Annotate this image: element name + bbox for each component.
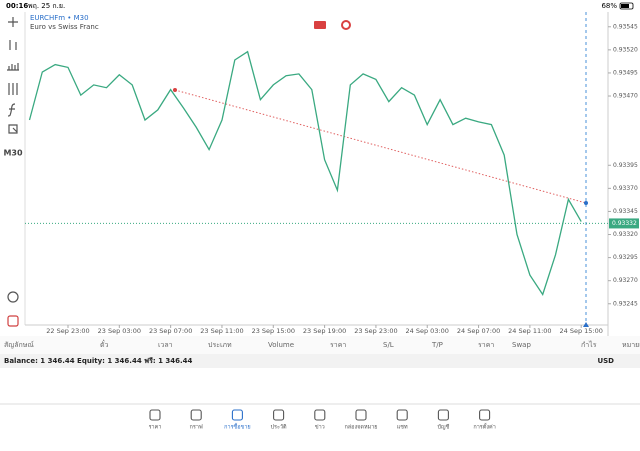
column-header: S/L [383,341,394,349]
x-tick-label: 24 Sep 15:00 [560,327,603,335]
plot: 0.93545 0.93520 0.93495 0.93470 0.93395 0.933… [25,23,639,335]
y-tick-label: 0.93345 [613,208,638,215]
table-header: สัญลักษณ์ ตั๋ว เวลา ประเภท Volume ราคา S/L T/P ร… [4,340,640,349]
y-tick-label: 0.93470 [613,93,638,100]
column-header: ราคา [330,341,346,349]
nav-icon[interactable] [314,409,326,421]
current-price-label: 0.93332 [612,220,637,227]
x-tick-label: 23 Sep 07:00 [149,327,192,335]
nav-label[interactable]: การซื้อขาย [224,423,250,431]
vertical-line-marker[interactable] [583,322,589,327]
column-header: ประเภท [208,341,232,349]
column-header: Swap [512,341,531,349]
battery-level [621,4,629,8]
nav-icon[interactable] [355,409,367,421]
y-tick-label: 0.93370 [613,185,638,192]
timeframe-button[interactable]: M30 [3,149,23,158]
nav-icon[interactable] [190,409,202,421]
column-header: สัญลักษณ์ [4,341,34,349]
nav-label[interactable]: ข่าว [315,425,325,431]
x-tick-label: 22 Sep 23:00 [46,327,89,335]
function-tool[interactable] [7,103,16,117]
nav-label[interactable]: ประวัติ [271,424,287,431]
nav-label[interactable]: กราฟ [190,424,203,431]
x-tick-label: 23 Sep 23:00 [354,327,397,335]
column-header: T/P [431,341,443,349]
nav-icon[interactable] [437,409,449,421]
nav-icon[interactable] [396,409,408,421]
trend-line-anchor[interactable] [173,88,177,92]
column-header: ราคา [478,341,494,349]
trend-line[interactable] [174,89,587,204]
column-header: กำไร [581,340,597,349]
symbol-label: EURCHFm • M30 [30,14,89,22]
column-header: เวลา [158,341,173,349]
status-time: 00:16 [6,2,28,10]
nav-icon[interactable] [479,409,491,421]
column-header: ตั๋ว [100,340,109,349]
vertical-line-anchor[interactable] [584,201,588,205]
y-tick-label: 0.93395 [613,162,638,169]
y-tick-label: 0.93520 [613,46,638,53]
y-tick-label: 0.93295 [613,254,638,261]
table-header-bg [0,336,640,354]
current-price-box [609,218,639,229]
nav-label[interactable]: บัญชี [437,424,449,431]
nav-label[interactable]: ราคา [149,425,162,431]
x-tick-label: 23 Sep 11:00 [200,327,243,335]
crosshair-tool[interactable] [8,17,18,27]
nav-label[interactable]: การตั้งค่า [473,423,495,431]
bottom-nav: ราคา กราฟ การซื้อขาย ประวัติ ข่าว กล่องจดหมาย… [149,409,496,431]
trade-buy-button[interactable] [314,21,326,29]
column-header: หมายเหตุ [622,341,640,349]
status-date: พฤ. 25 ก.ย. [28,2,65,10]
x-tick-label: 24 Sep 03:00 [406,327,449,335]
nav-label[interactable]: แชท [397,424,408,431]
settings-tool[interactable] [8,83,18,95]
nav-label[interactable]: กล่องจดหมาย [344,425,377,431]
y-tick-label: 0.93545 [613,23,638,30]
currency: USD [597,357,614,365]
column-header: Volume [268,341,294,349]
y-tick-label: 0.93245 [613,300,638,307]
nav-icon[interactable] [273,409,285,421]
left-toolbar [7,17,19,327]
y-tick-label: 0.93320 [613,231,638,238]
x-tick-label: 24 Sep 11:00 [508,327,551,335]
balance-bg [0,354,640,368]
x-tick-label: 23 Sep 03:00 [98,327,141,335]
balance-line: Balance: 1 346.44 Equity: 1 346.44 ฟรี: … [4,357,193,365]
zoom-tool[interactable] [7,291,19,303]
objects-tool[interactable] [8,124,18,134]
battery-icon [619,2,634,10]
nav-icon[interactable] [149,409,161,421]
trade-sell-button[interactable] [341,20,351,30]
indicators-tool[interactable] [7,63,19,71]
y-tick-label: 0.93495 [613,69,638,76]
price-line [28,50,582,296]
symbol-description: Euro vs Swiss Franc [30,23,99,31]
chart-type-tool[interactable] [9,40,17,50]
y-tick-label: 0.93270 [613,277,638,284]
x-tick-label: 24 Sep 07:00 [457,327,500,335]
one-click-tool[interactable] [7,315,19,327]
x-tick-label: 23 Sep 15:00 [252,327,295,335]
x-tick-label: 23 Sep 19:00 [303,327,346,335]
battery-text: 68% [601,2,617,10]
nav-icon[interactable] [231,409,243,421]
